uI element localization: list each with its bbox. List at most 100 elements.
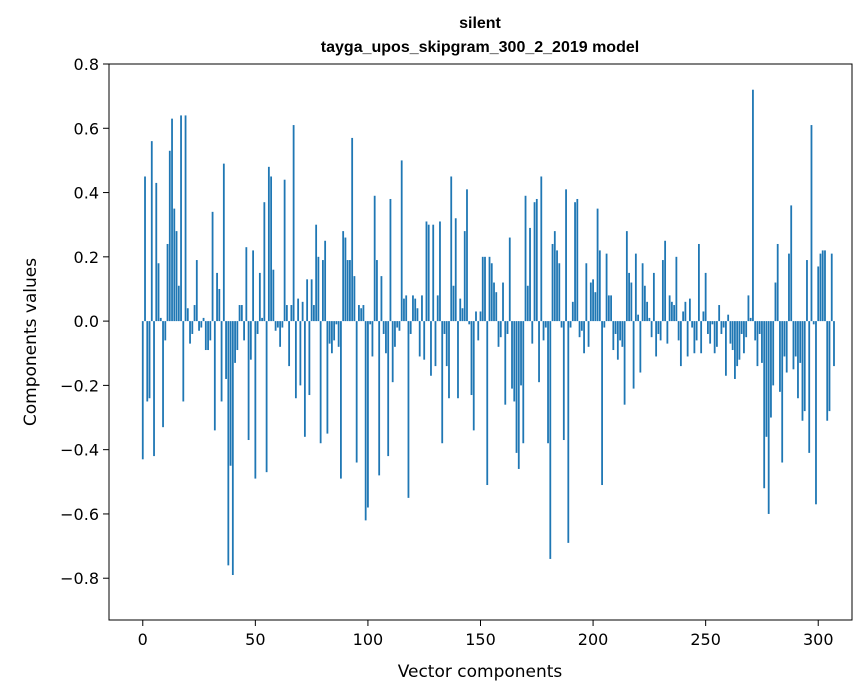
bar-304 [826,321,829,421]
bar-21 [189,321,191,344]
bar-54 [263,202,266,322]
bar-149 [477,321,480,341]
bar-5 [153,321,155,457]
bar-182 [551,243,554,322]
bar-161 [504,321,507,405]
bar-186 [560,321,563,328]
bar-164 [511,321,513,389]
bar-228 [655,321,658,357]
bar-127 [427,224,430,322]
bar-142 [461,308,464,322]
bar-148 [475,311,477,322]
bar-159 [499,321,502,338]
bar-168 [520,321,522,386]
y-tick-label: 0.2 [74,248,99,267]
bar-271 [752,89,754,322]
bar-108 [385,321,387,354]
bar-37 [225,321,227,379]
bar-22 [191,321,194,334]
bar-41 [234,321,236,363]
bar-288 [790,205,793,322]
bar-122 [416,308,419,322]
bar-91 [346,260,349,322]
bar-100 [367,321,369,508]
bar-293 [801,321,804,421]
bar-4 [150,141,153,322]
bar-60 [276,321,279,328]
bar-120 [412,295,414,322]
bar-222 [641,263,644,322]
bar-134 [443,321,446,334]
bar-265 [738,321,741,360]
bar-71 [301,301,304,322]
plot-area-frame [108,63,853,621]
bar-19 [184,115,187,322]
bar-213 [621,321,624,347]
bar-224 [646,301,649,322]
bar-104 [376,260,378,322]
bar-140 [457,321,459,399]
x-tick-label: 300 [803,630,834,649]
bar-185 [558,263,561,322]
bar-301 [819,253,822,322]
bar-55 [265,321,268,473]
bar-69 [297,298,300,322]
bar-249 [702,311,705,322]
bar-250 [704,272,707,322]
bar-269 [747,295,750,322]
bar-204 [601,321,603,486]
bar-191 [571,301,574,322]
bar-257 [720,321,723,334]
bar-121 [414,298,417,322]
bar-232 [664,240,667,322]
bar-194 [578,321,581,338]
bar-268 [745,321,748,338]
bar-274 [758,321,761,334]
bar-299 [815,321,817,505]
y-tick-label: 0.6 [74,119,99,138]
y-tick-label: −0.2 [60,376,99,395]
bar-45 [243,321,245,341]
bar-86 [335,321,338,325]
bar-180 [547,321,549,444]
bar-76 [312,305,315,322]
bar-264 [736,321,739,367]
bar-98 [362,305,365,322]
bar-79 [319,321,322,444]
bar-111 [391,321,394,383]
bar-52 [258,272,261,322]
bar-177 [540,176,543,322]
x-tick-label: 250 [690,630,721,649]
bar-87 [337,321,340,347]
y-axis-ticks: −0.8 −0.6 −0.4 −0.2 0.0 0.2 0.4 0.6 0.8 [60,55,109,588]
x-tick-label: 200 [578,630,609,649]
bar-53 [261,317,263,322]
bar-259 [725,321,727,376]
bar-75 [310,279,313,322]
bar-9 [162,321,164,428]
bar-196 [583,321,585,354]
bar-227 [652,272,655,322]
bar-212 [619,321,621,341]
bar-215 [625,231,628,322]
bar-6 [155,182,158,322]
bar-147 [472,321,475,431]
bar-151 [481,256,484,322]
bar-211 [616,321,619,360]
bar-294 [803,321,806,412]
bar-81 [324,240,327,322]
bar-38 [227,321,230,566]
bar-129 [432,224,435,322]
bar-272 [754,321,757,341]
bar-195 [580,321,583,331]
bar-199 [589,282,592,322]
bar-219 [634,253,637,322]
bar-296 [808,321,811,453]
bar-287 [788,253,790,322]
bar-234 [668,295,671,322]
bar-46 [245,247,248,322]
bar-285 [783,321,786,357]
bar-20 [186,308,189,322]
bar-138 [452,285,455,322]
bar-10 [164,321,167,341]
